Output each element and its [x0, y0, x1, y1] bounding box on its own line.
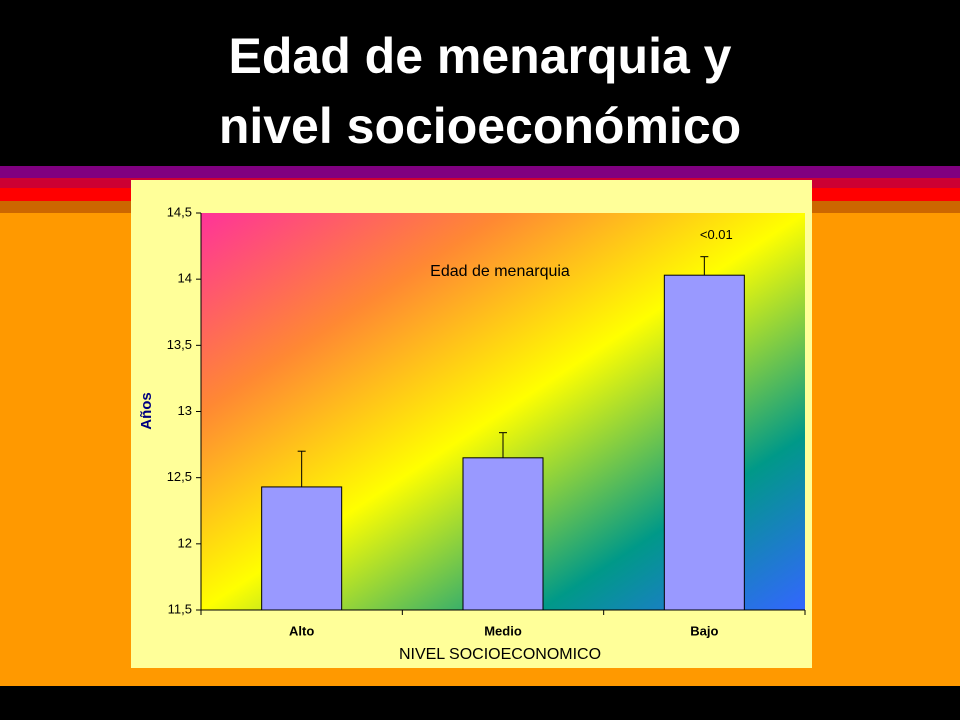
bar: [663, 274, 745, 611]
y-tick-label: 13,5: [167, 337, 192, 352]
y-tick-label: 12,5: [167, 469, 192, 484]
x-tick-label: Medio: [484, 623, 522, 638]
y-tick-label: 14,5: [167, 204, 192, 219]
y-tick-label: 14: [178, 271, 192, 286]
y-tick-label: 13: [178, 403, 192, 418]
bar: [462, 457, 544, 611]
bar: [261, 486, 343, 611]
chart-title: Edad de menarquia: [430, 263, 570, 280]
x-tick-label: Alto: [289, 623, 314, 638]
x-tick-label: Bajo: [690, 623, 718, 638]
footer-band: [0, 686, 960, 720]
title-band: [0, 0, 960, 166]
slide-title: nivel socioeconómico: [219, 98, 741, 154]
y-axis-label: Años: [138, 392, 155, 430]
stripe: [0, 166, 960, 178]
y-tick-label: 12: [178, 535, 192, 550]
y-tick-label: 11,5: [168, 601, 192, 616]
annotation: <0.01: [700, 227, 733, 242]
slide-title: Edad de menarquia y: [229, 28, 732, 84]
x-axis-label: NIVEL SOCIOECONOMICO: [399, 646, 601, 663]
